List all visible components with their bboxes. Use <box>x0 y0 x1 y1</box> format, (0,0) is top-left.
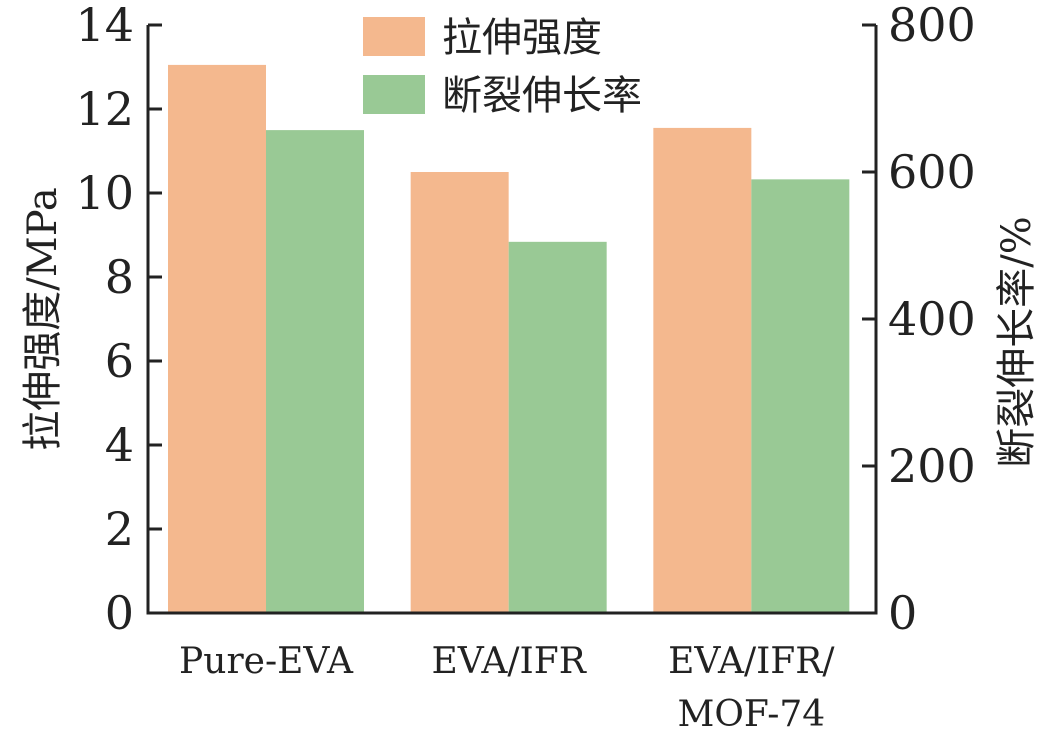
bar-strength-2 <box>653 127 752 614</box>
y-axis-title-right: 断裂伸长率/% <box>994 216 1040 467</box>
legend-label-0: 拉伸强度 <box>442 15 602 61</box>
ticks-group: 0 2 4 6 8 10 12 14 0 200 400 600 800 <box>75 0 975 640</box>
bar-strength-1 <box>410 172 509 613</box>
bars-group <box>168 64 850 614</box>
left-tick-label: 12 <box>75 82 134 136</box>
right-tick-label: 400 <box>888 292 976 346</box>
left-tick-label: 4 <box>105 418 134 472</box>
bar-elongation-2 <box>751 179 850 613</box>
legend-swatch-0 <box>363 17 425 56</box>
left-tick-label: 14 <box>75 0 134 52</box>
left-tick-label: 0 <box>105 586 134 640</box>
category-label: EVA/IFR/MOF-74 <box>668 641 835 730</box>
bar-elongation-1 <box>508 241 607 613</box>
bar-strength-0 <box>168 64 266 613</box>
category-labels-group: Pure-EVA EVA/IFR EVA/IFR/MOF-74 <box>179 641 835 730</box>
left-tick-label: 6 <box>105 334 134 388</box>
category-label: Pure-EVA <box>179 641 354 682</box>
right-tick-label: 800 <box>888 0 976 52</box>
right-tick-label: 600 <box>888 145 976 199</box>
left-tick-label: 2 <box>105 502 134 556</box>
legend-swatch-1 <box>363 75 425 114</box>
legend-label-1: 断裂伸长率 <box>442 73 642 119</box>
category-label: EVA/IFR <box>432 641 587 682</box>
bar-elongation-0 <box>266 130 364 614</box>
right-tick-label: 200 <box>888 439 976 493</box>
y-axis-title-left: 拉伸强度/MPa <box>20 187 66 450</box>
right-tick-label: 0 <box>888 586 917 640</box>
left-tick-label: 10 <box>75 166 134 220</box>
left-tick-label: 8 <box>105 250 134 304</box>
